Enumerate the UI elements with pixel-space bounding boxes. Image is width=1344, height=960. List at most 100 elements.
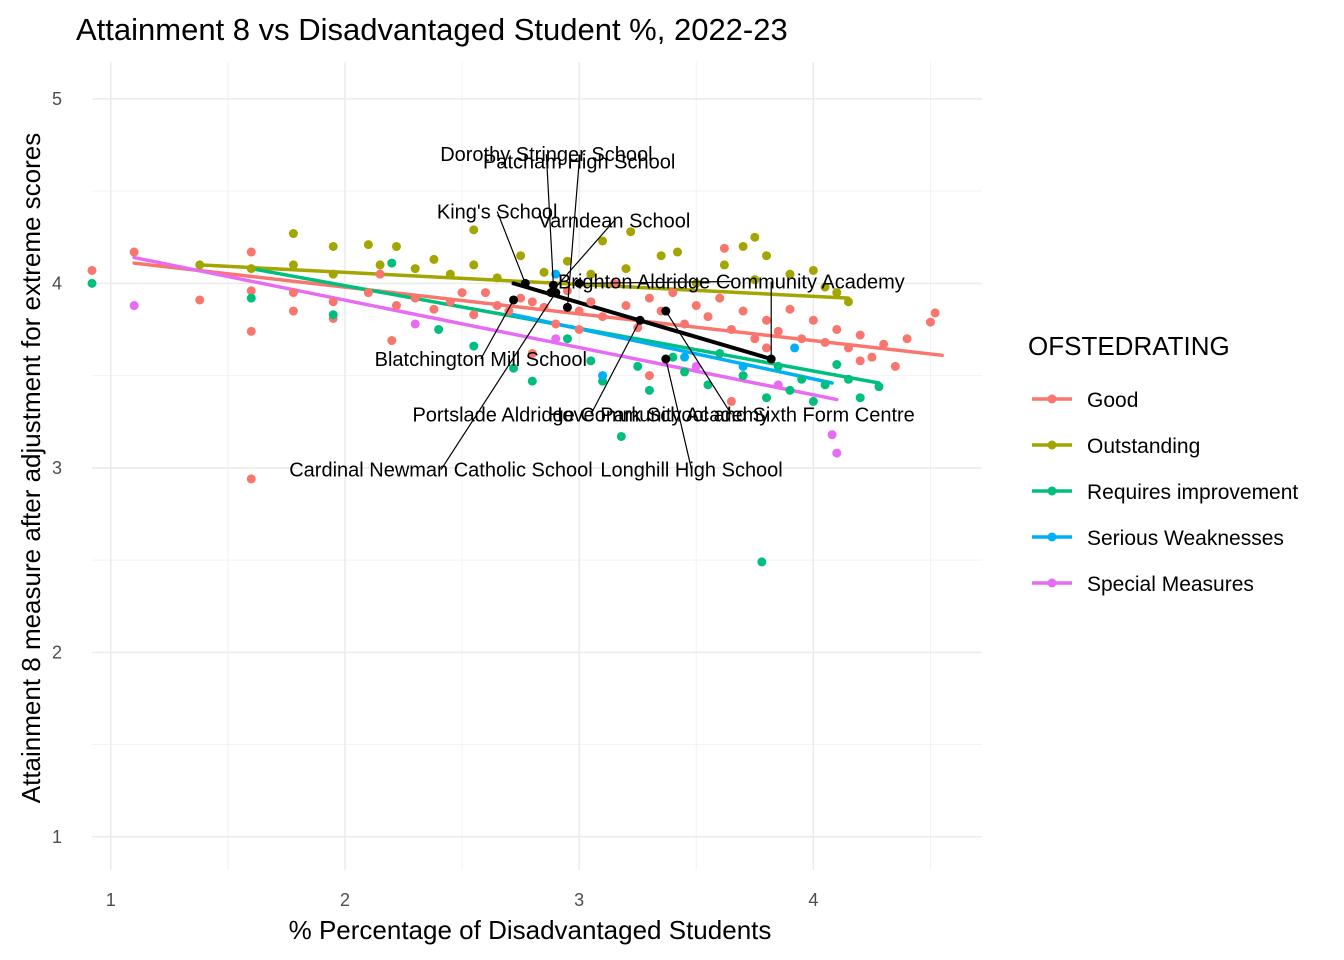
point-good <box>129 247 139 257</box>
point-outstanding <box>288 229 298 239</box>
point-outstanding <box>691 278 701 288</box>
point-outstanding <box>562 256 572 266</box>
point-requires-improvement <box>808 396 818 406</box>
point-good <box>738 306 748 316</box>
annotation-label: Hove Park School and Sixth Form Centre <box>548 404 915 426</box>
point-requires-improvement <box>680 367 690 377</box>
point-outstanding <box>626 227 636 237</box>
annotation-leader <box>665 358 693 470</box>
point-requires-improvement <box>527 376 537 386</box>
point-good <box>644 371 654 381</box>
point-outstanding <box>598 236 608 246</box>
legend-dot <box>1047 578 1057 588</box>
point-good <box>363 288 373 298</box>
point-requires-improvement <box>855 393 865 403</box>
point-good <box>773 326 783 336</box>
point-requires-improvement <box>633 361 643 371</box>
point-good <box>551 319 561 329</box>
legend-dot <box>1047 486 1057 496</box>
point-requires-improvement <box>469 341 479 351</box>
annotation-label: Dorothy Stringer School <box>440 144 652 166</box>
trend-line-special-measures <box>132 255 839 402</box>
point-outstanding <box>516 251 526 261</box>
point-good <box>246 474 256 484</box>
annotation-label: Longhill High School <box>600 460 782 482</box>
point-outstanding <box>328 269 338 279</box>
point-good <box>492 301 502 311</box>
point-outstanding <box>410 264 420 274</box>
annotated-school-point <box>562 302 572 312</box>
point-outstanding <box>750 232 760 242</box>
point-good <box>879 339 889 349</box>
point-requires-improvement <box>644 385 654 395</box>
annotation-label: Brighton Aldridge Community Academy <box>558 272 905 294</box>
annotated-school-point <box>766 354 776 364</box>
point-special-measures <box>691 361 701 371</box>
legend-title: OFSTEDRATING <box>1028 331 1230 361</box>
point-good <box>246 247 256 257</box>
point-outstanding <box>820 282 830 292</box>
y-tick-label: 3 <box>52 458 62 478</box>
point-good <box>195 295 205 305</box>
annotation-label: Patcham High School <box>483 152 675 174</box>
point-requires-improvement <box>738 371 748 381</box>
point-outstanding <box>832 288 842 298</box>
point-requires-improvement <box>87 278 97 288</box>
point-special-measures <box>551 334 561 344</box>
point-outstanding <box>656 251 666 261</box>
grid <box>92 62 982 870</box>
point-good <box>750 334 760 344</box>
annotated-school-point <box>661 306 671 316</box>
point-serious-weaknesses <box>790 343 800 353</box>
point-good <box>890 361 900 371</box>
legend-entry-label: Serious Weaknesses <box>1087 527 1284 550</box>
point-good <box>246 286 256 296</box>
legend-entry-label: Requires improvement <box>1087 481 1298 504</box>
point-requires-improvement <box>797 374 807 384</box>
point-good <box>644 293 654 303</box>
point-good <box>808 315 818 325</box>
x-axis-title: % Percentage of Disadvantaged Students <box>289 915 772 945</box>
trend-line-serious-weaknesses <box>511 312 834 385</box>
point-outstanding <box>762 251 772 261</box>
point-good <box>832 324 842 334</box>
point-outstanding <box>469 260 479 270</box>
trend-lines <box>132 255 944 402</box>
point-special-measures <box>129 301 139 311</box>
annotated-school-point <box>509 295 519 305</box>
point-good <box>288 306 298 316</box>
data-points <box>87 225 940 567</box>
annotation-leader <box>496 211 526 284</box>
point-requires-improvement <box>844 374 853 384</box>
point-requires-improvement <box>328 310 338 320</box>
annotation-leader <box>545 154 554 286</box>
point-requires-improvement <box>668 352 678 362</box>
point-good <box>586 297 596 307</box>
point-outstanding <box>246 264 256 274</box>
point-special-measures <box>410 319 420 329</box>
point-good <box>844 343 853 353</box>
point-good <box>469 310 479 320</box>
point-outstanding <box>673 247 683 257</box>
point-serious-weaknesses <box>598 371 608 381</box>
point-outstanding <box>492 273 502 283</box>
point-requires-improvement <box>715 348 725 358</box>
point-requires-improvement <box>832 360 842 370</box>
point-good <box>726 396 736 406</box>
point-good <box>925 317 935 327</box>
annotation-leader <box>550 220 615 293</box>
annotated-school-point <box>551 288 561 298</box>
point-good <box>375 269 385 279</box>
point-outstanding <box>539 267 549 277</box>
point-good <box>574 324 584 334</box>
point-requires-improvement <box>509 363 519 373</box>
legend-entry-label: Good <box>1087 389 1138 412</box>
point-outstanding <box>738 241 748 251</box>
point-good <box>867 352 877 362</box>
point-outstanding <box>750 275 760 285</box>
point-outstanding <box>363 240 373 250</box>
x-tick-label: 2 <box>340 890 350 910</box>
point-outstanding <box>586 269 596 279</box>
